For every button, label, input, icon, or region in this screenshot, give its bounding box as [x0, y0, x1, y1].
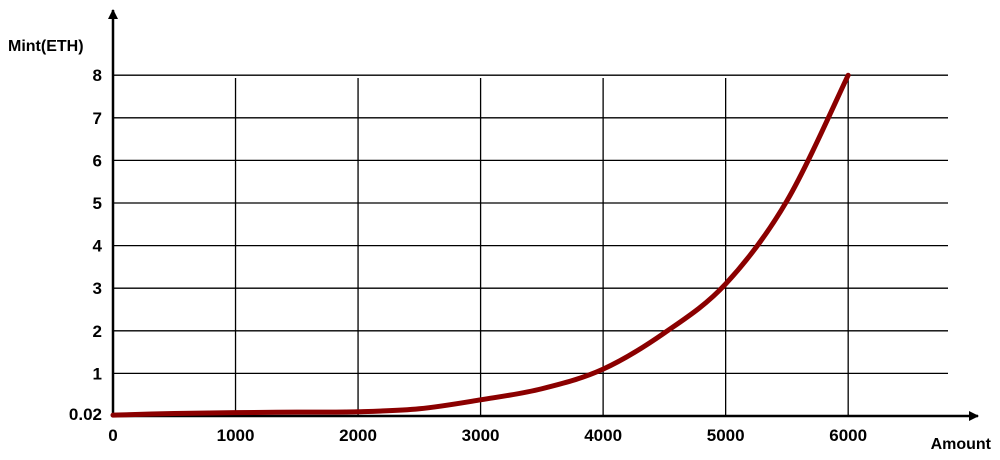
y-tick-label: 3 [93, 279, 102, 298]
grid [113, 74, 948, 416]
y-tick-label: 7 [93, 109, 102, 128]
x-axis-title: Amount [931, 436, 992, 453]
x-tick-label: 2000 [339, 426, 377, 445]
x-tick-label: 5000 [707, 426, 745, 445]
y-tick-label: 6 [93, 151, 102, 170]
y-tick-label: 4 [93, 237, 103, 256]
series-line [110, 72, 851, 418]
y-tick-label: 5 [93, 194, 102, 213]
y-tick-label: 2 [93, 322, 102, 341]
x-tick-label: 3000 [462, 426, 500, 445]
y-axis-title: Mint(ETH) [8, 38, 84, 55]
x-tick-label: 1000 [217, 426, 255, 445]
y-tick-label: 1 [93, 364, 102, 383]
series-layer [110, 72, 851, 418]
x-tick-label: 0 [108, 426, 117, 445]
y-tick-label: 0.02 [69, 405, 102, 424]
x-tick-label: 6000 [829, 426, 867, 445]
axes [108, 9, 979, 421]
y-tick-label: 8 [93, 66, 102, 85]
x-tick-label: 4000 [584, 426, 622, 445]
labels: 0.02 1 2 3 4 5 6 7 8 0 1000 2000 3000 4000 5000 6000 Min… [8, 38, 992, 453]
